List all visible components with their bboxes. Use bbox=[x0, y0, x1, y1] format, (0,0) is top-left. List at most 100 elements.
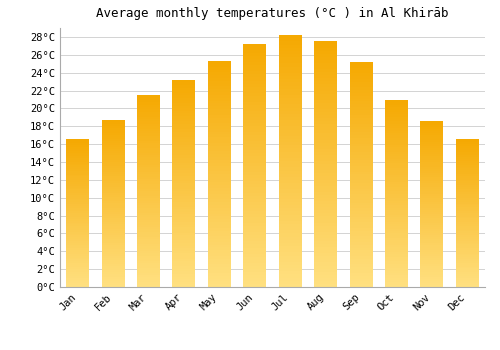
Bar bbox=[278, 256, 301, 259]
Bar bbox=[244, 250, 266, 254]
Bar bbox=[137, 102, 160, 105]
Bar bbox=[314, 133, 337, 136]
Bar bbox=[278, 167, 301, 170]
Bar bbox=[420, 210, 444, 212]
Bar bbox=[102, 283, 124, 285]
Bar bbox=[420, 243, 444, 245]
Bar bbox=[385, 250, 408, 252]
Bar bbox=[278, 278, 301, 281]
Bar bbox=[208, 236, 231, 239]
Bar bbox=[244, 266, 266, 269]
Bar bbox=[314, 44, 337, 48]
Bar bbox=[420, 220, 444, 223]
Bar bbox=[385, 226, 408, 229]
Bar bbox=[420, 231, 444, 233]
Bar bbox=[172, 155, 196, 158]
Bar bbox=[278, 205, 301, 208]
Bar bbox=[102, 132, 124, 135]
Bar bbox=[385, 112, 408, 114]
Bar bbox=[420, 226, 444, 229]
Bar bbox=[66, 211, 89, 213]
Bar bbox=[102, 268, 124, 270]
Bar bbox=[172, 194, 196, 196]
Bar bbox=[314, 136, 337, 140]
Bar bbox=[244, 53, 266, 56]
Bar bbox=[137, 143, 160, 145]
Bar bbox=[350, 284, 372, 287]
Bar bbox=[385, 166, 408, 168]
Bar bbox=[456, 261, 479, 263]
Bar bbox=[278, 63, 301, 66]
Bar bbox=[350, 70, 372, 73]
Bar bbox=[137, 282, 160, 285]
Bar bbox=[208, 92, 231, 95]
Bar bbox=[137, 145, 160, 148]
Bar bbox=[244, 199, 266, 202]
Bar bbox=[278, 274, 301, 278]
Bar bbox=[278, 54, 301, 57]
Bar bbox=[420, 164, 444, 167]
Bar bbox=[172, 98, 196, 100]
Bar bbox=[314, 210, 337, 213]
Bar bbox=[66, 174, 89, 176]
Bar bbox=[420, 197, 444, 200]
Bar bbox=[137, 272, 160, 275]
Bar bbox=[172, 282, 196, 285]
Bar bbox=[420, 181, 444, 183]
Bar bbox=[456, 177, 479, 180]
Bar bbox=[208, 106, 231, 109]
Bar bbox=[350, 278, 372, 281]
Bar bbox=[314, 268, 337, 272]
Bar bbox=[244, 153, 266, 156]
Bar bbox=[456, 189, 479, 191]
Bar bbox=[172, 178, 196, 181]
Bar bbox=[350, 245, 372, 247]
Bar bbox=[244, 74, 266, 77]
Bar bbox=[244, 181, 266, 184]
Bar bbox=[350, 107, 372, 110]
Bar bbox=[350, 264, 372, 267]
Bar bbox=[137, 157, 160, 160]
Bar bbox=[244, 208, 266, 211]
Bar bbox=[385, 273, 408, 275]
Bar bbox=[102, 249, 124, 252]
Bar bbox=[244, 223, 266, 226]
Bar bbox=[350, 177, 372, 180]
Bar bbox=[172, 136, 196, 139]
Bar bbox=[385, 247, 408, 250]
Bar bbox=[350, 64, 372, 68]
Bar bbox=[102, 182, 124, 185]
Bar bbox=[350, 144, 372, 146]
Bar bbox=[244, 141, 266, 144]
Bar bbox=[456, 248, 479, 250]
Bar bbox=[244, 77, 266, 80]
Bar bbox=[314, 50, 337, 54]
Bar bbox=[385, 229, 408, 231]
Bar bbox=[102, 256, 124, 258]
Bar bbox=[66, 215, 89, 217]
Bar bbox=[66, 261, 89, 263]
Bar bbox=[102, 203, 124, 205]
Bar bbox=[137, 138, 160, 141]
Bar bbox=[385, 243, 408, 245]
Bar bbox=[385, 285, 408, 287]
Bar bbox=[244, 253, 266, 257]
Bar bbox=[314, 99, 337, 103]
Bar bbox=[456, 187, 479, 189]
Bar bbox=[350, 236, 372, 239]
Bar bbox=[208, 137, 231, 140]
Bar bbox=[350, 180, 372, 183]
Bar bbox=[66, 246, 89, 248]
Bar bbox=[350, 166, 372, 169]
Bar bbox=[420, 146, 444, 148]
Bar bbox=[137, 97, 160, 100]
Bar bbox=[137, 229, 160, 232]
Bar bbox=[137, 285, 160, 287]
Bar bbox=[137, 198, 160, 201]
Bar bbox=[456, 237, 479, 239]
Bar bbox=[244, 144, 266, 147]
Bar bbox=[244, 83, 266, 86]
Bar bbox=[314, 152, 337, 155]
Bar bbox=[456, 253, 479, 256]
Bar bbox=[102, 162, 124, 164]
